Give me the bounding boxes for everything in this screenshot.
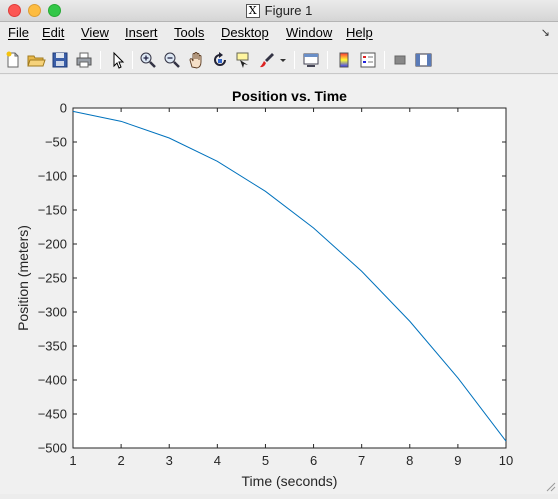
y-tick-label: −200 <box>38 237 67 252</box>
x-tick-label: 6 <box>310 453 317 468</box>
resize-grip-icon[interactable] <box>546 482 556 492</box>
rotate-3d-icon[interactable] <box>210 50 230 70</box>
x-axis-ticks: 1 2 3 4 5 6 7 8 9 10 <box>69 108 513 468</box>
save-icon[interactable] <box>50 50 70 70</box>
show-plot-tools-icon[interactable] <box>413 50 433 70</box>
minimize-window-button[interactable] <box>28 4 41 17</box>
x-tick-label: 3 <box>166 453 173 468</box>
window-title-container: X Figure 1 <box>0 0 558 22</box>
position-line[interactable] <box>72 110 507 442</box>
y-tick-label: −300 <box>38 305 67 320</box>
x-tick-label: 7 <box>358 453 365 468</box>
menu-file[interactable]: File <box>8 25 29 40</box>
zoom-in-icon[interactable] <box>138 50 158 70</box>
link-plot-icon[interactable] <box>301 50 321 70</box>
toolbar-separator <box>132 51 133 69</box>
menu-edit[interactable]: Edit <box>42 25 65 40</box>
menu-desktop[interactable]: Desktop <box>221 25 269 40</box>
toolbar-separator <box>100 51 101 69</box>
colorbar-icon[interactable] <box>334 50 354 70</box>
y-tick-label: −350 <box>38 339 67 354</box>
y-tick-label: −450 <box>38 407 67 422</box>
y-tick-label: 0 <box>60 101 67 116</box>
brush-dropdown-icon[interactable] <box>278 50 288 70</box>
y-tick-label: −500 <box>38 441 67 456</box>
x-axis-label: Time (seconds) <box>242 473 338 489</box>
menu-bar: File Edit View Insert Tools Desktop Wind… <box>0 22 558 44</box>
window-title: Figure 1 <box>264 3 313 18</box>
toolbar-separator <box>294 51 295 69</box>
figure-toolbar <box>0 46 558 74</box>
close-window-button[interactable] <box>8 4 21 17</box>
x11-app-icon: X <box>245 4 260 18</box>
y-tick-label: −100 <box>38 169 67 184</box>
menu-help[interactable]: Help <box>346 25 373 40</box>
x-tick-label: 2 <box>117 453 124 468</box>
y-tick-label: −50 <box>45 135 67 150</box>
chart-title: Position vs. Time <box>232 88 347 104</box>
pan-hand-icon[interactable] <box>186 50 206 70</box>
axes-box[interactable] <box>72 107 507 449</box>
zoom-out-icon[interactable] <box>162 50 182 70</box>
x-tick-label: 5 <box>262 453 269 468</box>
menu-view[interactable]: View <box>81 25 109 40</box>
print-icon[interactable] <box>74 50 94 70</box>
menu-overflow-arrow-icon[interactable]: ↘ <box>540 27 550 39</box>
toolbar-separator <box>384 51 385 69</box>
brush-icon[interactable] <box>257 50 277 70</box>
y-tick-label: −150 <box>38 203 67 218</box>
y-axis-ticks: 0 −50 −100 −150 −200 −250 −300 −350 −400 −450 −500 <box>38 101 506 456</box>
edit-plot-arrow-icon[interactable] <box>107 50 127 70</box>
hide-plot-tools-icon[interactable] <box>390 50 410 70</box>
legend-icon[interactable] <box>358 50 378 70</box>
open-icon[interactable] <box>26 50 46 70</box>
menu-insert[interactable]: Insert <box>125 25 158 40</box>
data-cursor-icon[interactable] <box>234 50 254 70</box>
x-tick-label: 9 <box>454 453 461 468</box>
new-figure-icon[interactable] <box>3 50 23 70</box>
y-tick-label: −250 <box>38 271 67 286</box>
x-tick-label: 8 <box>406 453 413 468</box>
x-tick-label: 4 <box>214 453 221 468</box>
plot-canvas[interactable]: 1 2 3 4 5 6 7 8 9 10 0 −50 −100 −150 −200 −250 −300 −350… <box>0 75 558 494</box>
toolbar-separator <box>327 51 328 69</box>
x-tick-label: 1 <box>69 453 76 468</box>
zoom-window-button[interactable] <box>48 4 61 17</box>
y-tick-label: −400 <box>38 373 67 388</box>
menu-tools[interactable]: Tools <box>174 25 205 40</box>
y-axis-label: Position (meters) <box>15 225 31 331</box>
figure-canvas-area: 1 2 3 4 5 6 7 8 9 10 0 −50 −100 −150 −200 −250 −300 −350… <box>0 75 558 494</box>
title-bar[interactable]: X Figure 1 <box>0 0 558 22</box>
menu-window[interactable]: Window <box>286 25 333 40</box>
x-tick-label: 10 <box>499 453 513 468</box>
